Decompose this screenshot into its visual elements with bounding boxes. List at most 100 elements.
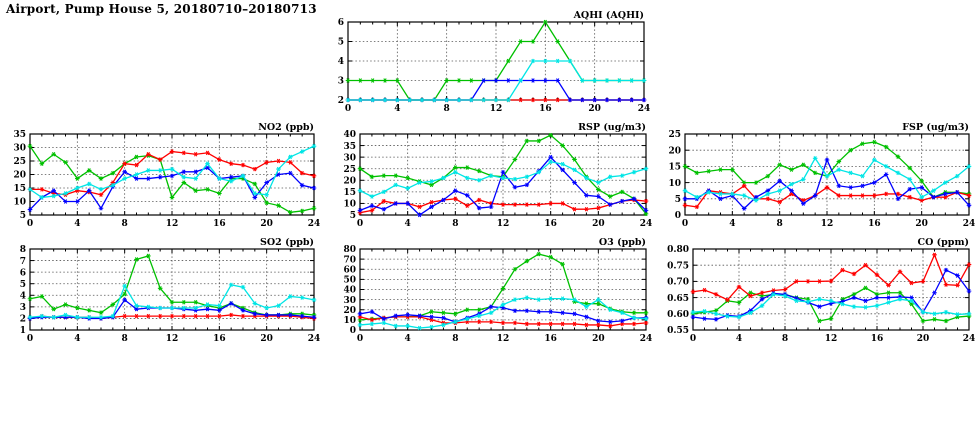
- panel-aqhi: AQHI (AQHI) 2 3 4 5 6 0 4 8 12 16 20 24: [318, 8, 650, 120]
- x-tick-label: 20: [588, 104, 601, 114]
- x-tick-label: 4: [729, 219, 735, 229]
- y-tick-label: 4: [338, 57, 344, 67]
- x-tick-label: 4: [74, 219, 80, 229]
- x-tick-label: 24: [963, 219, 975, 229]
- y-tick-label: 25: [343, 165, 356, 175]
- panel-title: CO (ppm): [918, 237, 969, 248]
- y-tick-label: 5: [20, 211, 26, 221]
- y-tick-label: 30: [13, 144, 26, 154]
- x-tick-label: 0: [345, 104, 351, 114]
- x-tick-label: 8: [444, 104, 450, 114]
- y-tick-label: 0: [675, 211, 681, 221]
- gridlines: [360, 134, 646, 215]
- y-tick-label: 70: [343, 255, 356, 265]
- series-cyan: [345, 58, 647, 103]
- gridlines: [685, 134, 969, 215]
- panel-title: RSP (ug/m3): [578, 122, 646, 133]
- x-tick-label: 12: [497, 219, 510, 229]
- y-tick-label: 15: [13, 184, 26, 194]
- x-tick-label: 24: [640, 219, 652, 229]
- y-tick-label: 30: [343, 153, 356, 163]
- x-tick-label: 16: [868, 219, 881, 229]
- gridlines: [30, 134, 314, 215]
- panel-title: FSP (ug/m3): [902, 122, 969, 133]
- axes: 5 10 15 20 25 30 35 0 4 8 12 16 20 24: [13, 130, 320, 229]
- x-tick-label: 24: [308, 219, 320, 229]
- panel-title: SO2 (ppb): [260, 237, 314, 248]
- series-red: [690, 252, 972, 303]
- series-cyan: [27, 282, 317, 320]
- x-tick-label: 0: [357, 219, 363, 229]
- y-tick-label: 3: [20, 303, 26, 313]
- y-tick-label: 25: [13, 157, 26, 167]
- panel-title: NO2 (ppb): [258, 122, 314, 133]
- y-tick-label: 4: [20, 291, 26, 301]
- x-tick-label: 12: [821, 219, 834, 229]
- x-tick-label: 4: [394, 104, 400, 114]
- page-title: Airport, Pump House 5, 20180710–20180713: [6, 2, 317, 16]
- x-tick-label: 16: [213, 219, 226, 229]
- y-tick-label: 6: [20, 268, 26, 278]
- y-tick-label: 0.60: [667, 310, 689, 320]
- y-tick-label: 0.65: [667, 294, 689, 304]
- series-cyan: [357, 159, 649, 199]
- y-tick-label: 35: [13, 130, 26, 140]
- panel-so2: SO2 (ppb) 1 2 3 4 5 6 7 8 0 4 8 12 16 20 24: [0, 235, 320, 350]
- y-tick-label: 80: [343, 245, 356, 255]
- x-tick-label: 8: [452, 334, 458, 344]
- x-tick-label: 24: [963, 334, 975, 344]
- y-tick-label: 15: [343, 188, 356, 198]
- series-cyan: [357, 295, 649, 331]
- y-tick-label: 5: [675, 195, 681, 205]
- x-tick-label: 8: [122, 219, 128, 229]
- y-tick-label: 25: [668, 130, 681, 140]
- x-tick-label: 20: [915, 219, 928, 229]
- x-tick-label: 20: [592, 219, 605, 229]
- panel-fsp: FSP (ug/m3) 0 5 10 15 20 25 0 4 8 12 16 20 24: [655, 120, 975, 235]
- y-tick-label: 7: [20, 257, 26, 267]
- x-tick-label: 20: [592, 334, 605, 344]
- x-tick-label: 16: [539, 104, 552, 114]
- y-tick-label: 3: [338, 77, 344, 87]
- x-tick-label: 8: [782, 334, 788, 344]
- y-tick-label: 60: [343, 265, 356, 275]
- y-tick-label: 10: [343, 200, 356, 210]
- y-tick-label: 10: [343, 316, 356, 326]
- y-tick-label: 35: [343, 142, 356, 152]
- y-tick-label: 0: [350, 326, 356, 336]
- x-tick-label: 4: [405, 334, 411, 344]
- panel-no2: NO2 (ppb) 5 10 15 20 25 30 35 0 4 8 12 16 20 24: [0, 120, 320, 235]
- x-tick-label: 12: [825, 334, 838, 344]
- y-tick-label: 8: [20, 245, 26, 255]
- axes: 2 3 4 5 6 0 4 8 12 16 20 24: [338, 18, 650, 114]
- x-tick-label: 16: [871, 334, 884, 344]
- x-tick-label: 0: [682, 219, 688, 229]
- y-tick-label: 0.70: [667, 278, 689, 288]
- x-tick-label: 12: [166, 219, 179, 229]
- y-tick-label: 30: [343, 296, 356, 306]
- panel-rsp: RSP (ug/m3) 5 10 15 20 25 30 35 40 0 4 8 12 16 20 24: [330, 120, 652, 235]
- y-tick-label: 2: [20, 315, 26, 325]
- series-cyan: [682, 156, 972, 203]
- x-tick-label: 4: [405, 219, 411, 229]
- panel-co: CO (ppm) 0.55 0.60 0.65 0.70 0.75 0.80 0 4 8 12 16 2…: [655, 235, 975, 350]
- x-tick-label: 20: [260, 334, 273, 344]
- series-cyan: [690, 292, 972, 320]
- x-tick-label: 12: [497, 334, 510, 344]
- series-green: [27, 143, 317, 215]
- panel-o3: O3 (ppb) 0 10 20 30 40 50 60 70 80 0 4 8 12 16 20 24: [330, 235, 652, 350]
- y-tick-label: 0.55: [667, 326, 689, 336]
- x-tick-label: 20: [260, 219, 273, 229]
- y-tick-label: 5: [350, 211, 356, 221]
- y-tick-label: 50: [343, 276, 356, 286]
- y-tick-label: 20: [13, 171, 26, 181]
- gridlines: [348, 22, 644, 100]
- panel-title: O3 (ppb): [599, 237, 646, 248]
- series-red: [357, 314, 649, 329]
- x-tick-label: 12: [166, 334, 179, 344]
- y-tick-label: 5: [20, 280, 26, 290]
- x-tick-label: 24: [308, 334, 320, 344]
